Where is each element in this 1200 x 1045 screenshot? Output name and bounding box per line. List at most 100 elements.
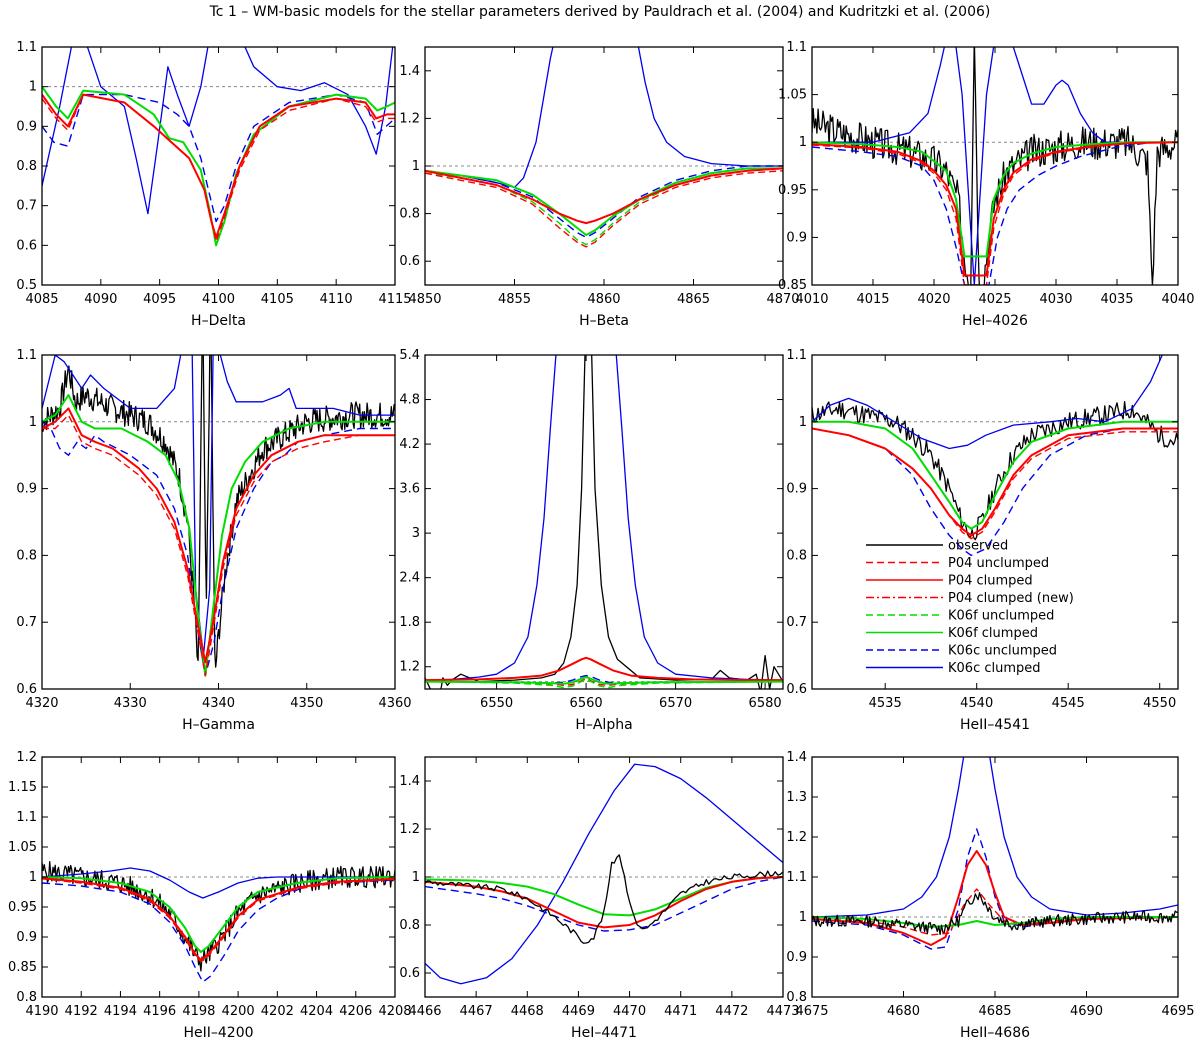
x-axis-title: H–Alpha	[575, 717, 632, 733]
legend-entry-k06f-clumped: K06f clumped	[866, 626, 1038, 641]
plot-frame	[811, 756, 1179, 998]
y-tick-label: 0.7	[786, 615, 807, 630]
y-tick-label: 0.8	[16, 990, 37, 1005]
x-tick-label: 4040	[1161, 292, 1194, 307]
series-k06f-clumped	[812, 420, 1178, 530]
x-tick-label: 6550	[480, 696, 513, 711]
x-tick-label: 4690	[1070, 1004, 1103, 1019]
x-tick-label: 4085	[25, 292, 58, 307]
x-tick-label: 4025	[978, 292, 1011, 307]
y-tick-label: 3	[412, 526, 420, 541]
series-k06c-clumped	[42, 47, 394, 215]
x-axis-title: HeII–4541	[960, 717, 1030, 733]
x-tick-label: 4200	[222, 1004, 255, 1019]
series-observed	[812, 400, 1178, 541]
y-tick-label: 1	[412, 870, 420, 885]
series-k06c-clumped	[425, 47, 783, 189]
x-tick-label: 4865	[677, 292, 710, 307]
series-k06c-clumped	[812, 355, 1163, 450]
legend-label: P04 clumped (new)	[948, 591, 1074, 606]
series-p04-clumped	[425, 167, 783, 225]
series-k06c-clumped	[812, 757, 1178, 918]
legend-entry-p04-clumped: P04 clumped	[866, 574, 1033, 589]
series-k06f-clumped	[812, 916, 1178, 928]
series-k06f-clumped	[812, 141, 1178, 258]
series-k06f-clumped	[42, 876, 395, 953]
plot-frame	[424, 354, 784, 690]
x-tick-label: 4320	[25, 696, 58, 711]
x-axis-title: HeII–4200	[183, 1025, 253, 1041]
y-tick-label: 0.95	[8, 900, 37, 915]
x-axis-title: H–Gamma	[182, 717, 255, 733]
y-tick-label: 0.95	[778, 183, 807, 198]
series-k06f-clumped	[425, 676, 783, 685]
series-p04-unclumped	[812, 427, 1178, 540]
y-tick-label: 1.1	[786, 870, 807, 885]
x-tick-label: 4035	[1100, 292, 1133, 307]
y-tick-label: 4.8	[399, 393, 420, 408]
series-k06c-unclumped	[425, 165, 783, 239]
y-tick-label: 0.6	[16, 682, 37, 697]
series-k06f-unclumped	[425, 678, 783, 689]
series-observed	[42, 861, 395, 972]
legend-label: P04 clumped	[948, 574, 1033, 589]
x-axis-title: H–Beta	[579, 313, 629, 329]
y-tick-label: 1.05	[8, 840, 37, 855]
y-tick-label: 0.8	[399, 918, 420, 933]
x-tick-label: 4469	[562, 1004, 595, 1019]
x-tick-label: 6570	[659, 696, 692, 711]
series-k06c-unclumped	[42, 879, 395, 983]
y-tick-label: 0.8	[786, 990, 807, 1005]
y-tick-label: 0.7	[16, 199, 37, 214]
x-tick-label: 6580	[749, 696, 782, 711]
series-observed	[42, 355, 395, 668]
x-tick-label: 4680	[887, 1004, 920, 1019]
y-tick-label: 0.8	[786, 548, 807, 563]
series-k06c-unclumped	[812, 828, 1178, 950]
x-tick-label: 4855	[498, 292, 531, 307]
panel-h-delta: 4085 4090 4095 4100 4105 4110 4115 0.5 0.6 0.7 0.8…	[16, 40, 411, 329]
y-tick-label: 3.6	[399, 482, 420, 497]
y-tick-label: 0.9	[786, 230, 807, 245]
series-p04-clumped	[425, 656, 783, 682]
x-tick-label: 4860	[587, 292, 620, 307]
legend-entry-observed: observed	[866, 539, 1008, 554]
x-tick-label: 4870	[766, 292, 799, 307]
legend-entry-p04-clumped-new: P04 clumped (new)	[866, 591, 1074, 606]
legend-entry-k06c-unclumped: K06c unclumped	[866, 644, 1057, 659]
x-tick-label: 4470	[613, 1004, 646, 1019]
x-axis-title: HeII–4686	[960, 1025, 1030, 1041]
series-k06f-clumped	[425, 167, 783, 236]
x-tick-label: 4466	[408, 1004, 441, 1019]
x-tick-label: 4535	[869, 696, 902, 711]
legend-entry-k06f-unclumped: K06f unclumped	[866, 609, 1054, 624]
series-p04-unclumped	[42, 93, 395, 243]
x-tick-label: 4850	[408, 292, 441, 307]
y-tick-label: 1.15	[8, 780, 37, 795]
panel-heii-4200: 4190 4192 4194 4196 4198 4200 4202 4204 4206 4208…	[8, 750, 412, 1041]
legend-label: observed	[948, 539, 1008, 554]
x-tick-label: 4545	[1052, 696, 1085, 711]
plot-frame	[41, 354, 396, 690]
y-tick-label: 1.2	[399, 660, 420, 675]
y-tick-label: 1.4	[399, 774, 420, 789]
x-axis-title: HeI–4026	[962, 313, 1028, 329]
x-tick-label: 4115	[378, 292, 411, 307]
series-k06c-unclumped	[42, 93, 395, 223]
y-tick-label: 1.2	[16, 750, 37, 765]
x-tick-label: 4685	[978, 1004, 1011, 1019]
x-tick-label: 4468	[511, 1004, 544, 1019]
legend-entry-p04-unclumped: P04 unclumped	[866, 556, 1049, 571]
x-tick-label: 4198	[182, 1004, 215, 1019]
legend-label: K06c unclumped	[948, 644, 1057, 659]
y-tick-label: 0.9	[16, 119, 37, 134]
y-tick-label: 0.85	[8, 960, 37, 975]
legend-entry-k06c-clumped: K06c clumped	[866, 661, 1041, 676]
series-k06c-clumped	[425, 763, 783, 985]
x-tick-label: 4540	[960, 696, 993, 711]
series-k06c-unclumped	[812, 141, 1178, 285]
panel-h-alpha: 6550 6560 6570 6580 1.2 1.8 2.4 3 3.6 4.2 4.8 5.4 H–…	[399, 348, 784, 733]
y-tick-label: 0.7	[16, 615, 37, 630]
y-tick-label: 1.2	[399, 822, 420, 837]
